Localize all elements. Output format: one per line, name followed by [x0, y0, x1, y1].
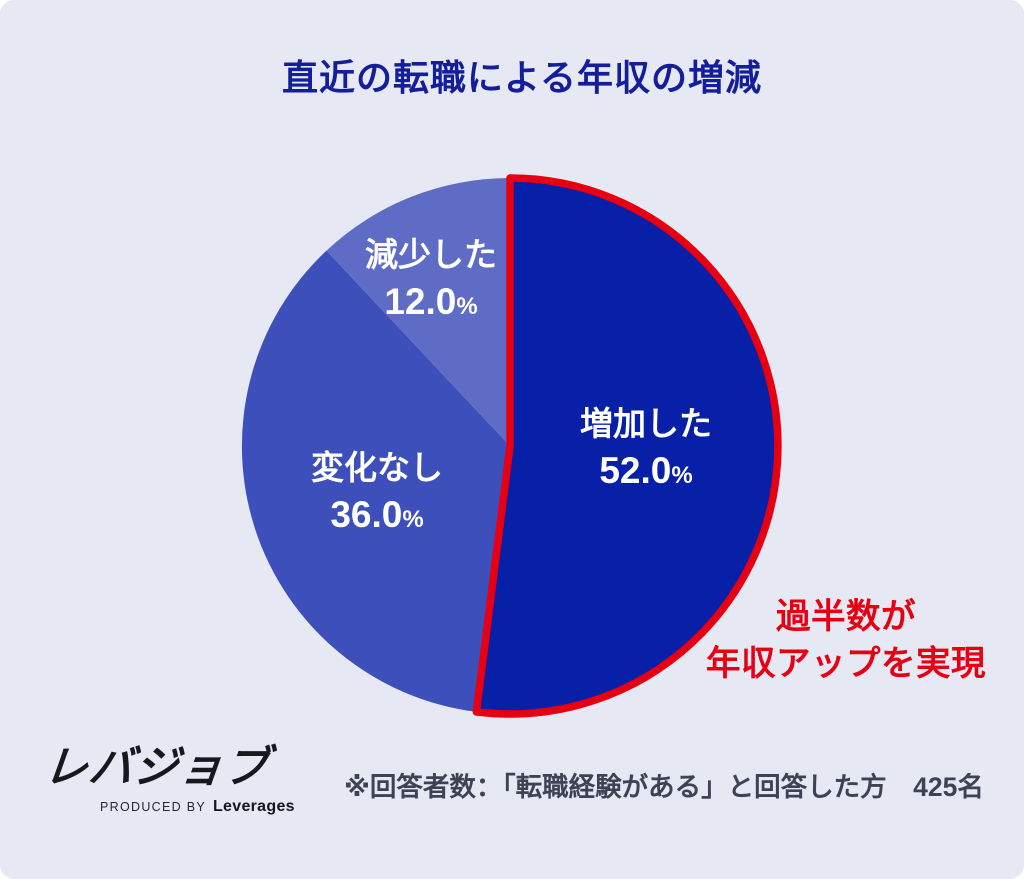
slice-value-2: 36.0% [330, 494, 423, 535]
pie-slice-1 [472, 174, 782, 718]
produced-by-label: PRODUCED BY [100, 800, 206, 814]
brand-logo-text: レバジョブ [41, 743, 272, 792]
chart-title: 直近の転職による年収の増減 [282, 57, 762, 98]
brand-logo-subtext: PRODUCED BY Leverages [44, 798, 295, 816]
annotation-callout: 過半数が 年収アップを実現 [700, 594, 992, 688]
slice-value-1: 52.0% [599, 450, 692, 491]
company-name: Leverages [212, 798, 295, 815]
pie-slice-2 [241, 250, 510, 712]
slice-value-3: 12.0% [384, 281, 477, 322]
annotation-line-2: 年収アップを実現 [706, 645, 986, 683]
slice-label-3: 減少した [365, 236, 497, 273]
brand-logo: レバジョブ PRODUCED BY Leverages [41, 742, 295, 816]
pie-slice-3 [326, 177, 510, 446]
slice-label-1: 増加した [580, 405, 712, 442]
footnote: ※回答者数：「転職経験がある」と回答した方 425名 [344, 772, 984, 802]
annotation-line-1: 過半数が [776, 598, 916, 636]
slice-label-2: 変化なし [311, 449, 443, 486]
